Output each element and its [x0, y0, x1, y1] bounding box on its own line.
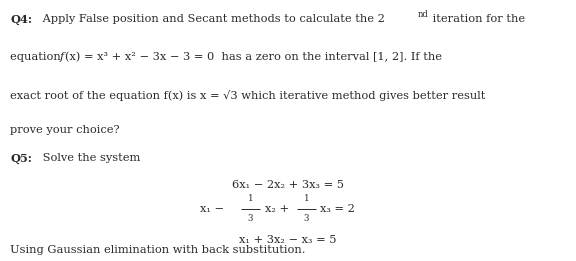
Text: equation: equation — [10, 52, 65, 62]
Text: nd: nd — [418, 10, 429, 19]
Text: Using Gaussian elimination with back substitution.: Using Gaussian elimination with back sub… — [10, 245, 306, 255]
Text: exact root of the equation f(x) is x = √3 which iterative method gives better re: exact root of the equation f(x) is x = √… — [10, 90, 486, 101]
Text: Apply False position and Secant methods to calculate the 2: Apply False position and Secant methods … — [39, 14, 385, 24]
Text: 1: 1 — [248, 194, 253, 203]
Text: 3: 3 — [248, 214, 253, 223]
Text: prove your choice?: prove your choice? — [10, 125, 120, 135]
Text: 1: 1 — [304, 194, 309, 203]
Text: Q5:: Q5: — [10, 153, 32, 164]
Text: (x) = x³ + x² − 3x − 3 = 0  has a zero on the interval [1, 2]. If the: (x) = x³ + x² − 3x − 3 = 0 has a zero on… — [65, 52, 442, 63]
Text: x₁ −: x₁ − — [200, 204, 225, 214]
Text: x₂ +: x₂ + — [265, 204, 289, 214]
Text: x₃ = 2: x₃ = 2 — [320, 204, 355, 214]
Text: x₁ + 3x₂ − x₃ = 5: x₁ + 3x₂ − x₃ = 5 — [239, 235, 337, 245]
Text: iteration for the: iteration for the — [429, 14, 525, 24]
Text: Solve the system: Solve the system — [39, 153, 141, 163]
Text: 3: 3 — [304, 214, 309, 223]
Text: Q4:: Q4: — [10, 14, 32, 25]
Text: f: f — [59, 52, 63, 62]
Text: 6x₁ − 2x₂ + 3x₃ = 5: 6x₁ − 2x₂ + 3x₃ = 5 — [232, 180, 344, 190]
